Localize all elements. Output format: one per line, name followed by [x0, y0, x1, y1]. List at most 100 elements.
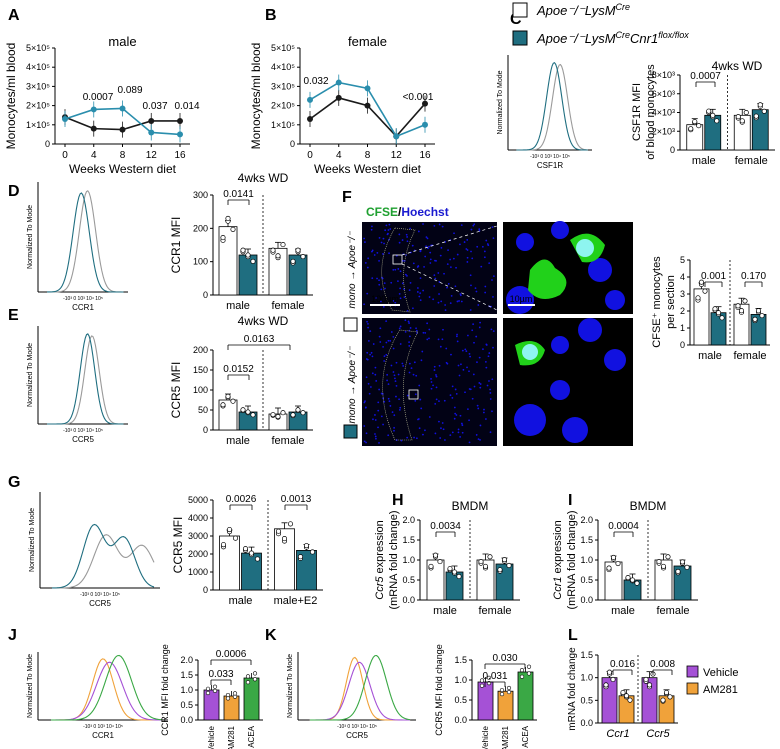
nucleus-dot: [465, 350, 468, 353]
nucleus-dot: [402, 365, 405, 367]
legend-swatch-am281: [686, 682, 699, 695]
y-tick-label: 0: [45, 139, 50, 149]
nucleus-dot: [406, 236, 409, 238]
y-axis-label: (mRNA fold change): [566, 510, 578, 609]
data-dot: [506, 689, 512, 695]
p-value: 0.030: [492, 653, 517, 664]
histogram-curve: [309, 655, 411, 721]
data-dot: [610, 676, 616, 683]
nucleus-dot: [421, 350, 424, 353]
nucleus-dot: [424, 429, 426, 432]
panel-letter-I: I: [568, 492, 572, 509]
nucleus-dot: [409, 282, 412, 284]
data-dot: [753, 113, 759, 119]
y-tick-label: 1.0: [402, 555, 415, 565]
legend-item-ko: Apoe⁻/⁻LysMCreCnr1flox/flox: [536, 30, 689, 46]
data-dot: [479, 683, 485, 688]
image-header: CFSE/Hoechst: [366, 205, 449, 219]
nucleus-dot: [478, 382, 481, 384]
group-label: Ccr5: [646, 728, 670, 740]
nucleus-dot: [387, 229, 390, 231]
nucleus-dot: [425, 245, 428, 248]
data-point: [90, 106, 97, 113]
nucleus-dot: [402, 259, 404, 262]
y-tick-label: 2.0: [580, 515, 593, 525]
data-dot: [225, 692, 231, 698]
nucleus-dot: [429, 262, 432, 264]
nucleus-dot: [398, 398, 401, 401]
nucleus-dot: [482, 348, 484, 351]
nucleus-dot: [490, 328, 493, 331]
x-axis-label: Weeks Western diet: [69, 162, 177, 176]
x-axis-label: Weeks Western diet: [314, 162, 422, 176]
nucleus-dot: [384, 229, 387, 232]
category-label: Vehicle: [207, 725, 216, 749]
data-dot: [303, 543, 310, 549]
data-dot: [643, 676, 649, 683]
data-dot: [646, 682, 653, 688]
nucleus-dot: [430, 377, 432, 380]
y-tick-label: 0: [203, 425, 208, 435]
p-value: 0.033: [208, 669, 233, 680]
nucleus-dot: [395, 384, 398, 387]
data-dot: [478, 559, 484, 565]
data-dot: [610, 554, 617, 560]
y-axis-label: Monocytes/ml blood: [249, 43, 263, 150]
nucleus-dot: [367, 322, 369, 325]
nucleus-dot: [450, 294, 453, 297]
data-dot: [684, 564, 690, 570]
nucleus-dot: [489, 392, 492, 394]
nucleus-dot: [374, 419, 377, 421]
data-dot: [710, 112, 716, 118]
nucleus-dot: [477, 407, 480, 410]
nucleus-dot: [468, 419, 470, 422]
data-dot: [526, 664, 532, 669]
nucleus-dot: [480, 265, 483, 268]
nucleus-dot: [372, 418, 374, 421]
data-dot: [250, 412, 256, 418]
data-dot: [712, 306, 718, 312]
legend-sup: flox/flox: [658, 30, 689, 40]
data-dot: [625, 575, 631, 581]
y-tick-label: 0: [203, 290, 208, 300]
nucleus-dot: [465, 248, 468, 250]
nucleus-dot: [423, 265, 425, 268]
p-value: 0.037: [142, 101, 167, 112]
data-dot: [230, 398, 236, 404]
nucleus-dot: [375, 380, 378, 382]
legend-tail: Cnr1: [630, 31, 658, 46]
nucleus-dot: [485, 344, 488, 346]
group-label: female: [656, 605, 689, 617]
histogram-curve: [46, 192, 124, 293]
data-dot: [232, 535, 239, 541]
nucleus-dot: [401, 239, 404, 241]
nucleus-dot: [397, 373, 400, 376]
data-point: [422, 121, 428, 128]
data-point: [364, 85, 371, 92]
nucleus-dot: [441, 225, 444, 228]
nucleus-dot: [454, 412, 457, 415]
nucleus-dot: [429, 251, 432, 254]
nucleus-dot: [430, 387, 433, 390]
nucleus-blob: [550, 380, 570, 400]
y-axis-label: Ccr5 expression: [374, 520, 386, 600]
nucleus-dot: [383, 282, 386, 285]
data-dot: [757, 102, 763, 108]
nucleus-dot: [459, 243, 461, 246]
nucleus-dot: [455, 335, 458, 338]
nucleus-dot: [415, 374, 418, 377]
nucleus-dot: [378, 283, 381, 286]
nucleus-dot: [386, 373, 389, 376]
nucleus-dot: [368, 392, 371, 395]
hist-x-label: CSF1R: [537, 161, 563, 170]
nucleus-dot: [438, 223, 441, 226]
nucleus-dot: [395, 395, 397, 398]
nucleus-dot: [473, 385, 476, 388]
nucleus-dot: [471, 329, 474, 332]
data-point: [119, 105, 126, 112]
nucleus-dot: [473, 223, 476, 226]
nucleus-dot: [417, 230, 420, 233]
nucleus-dot: [475, 335, 478, 338]
data-dot: [660, 563, 667, 569]
y-tick-label: 0.0: [580, 595, 593, 605]
